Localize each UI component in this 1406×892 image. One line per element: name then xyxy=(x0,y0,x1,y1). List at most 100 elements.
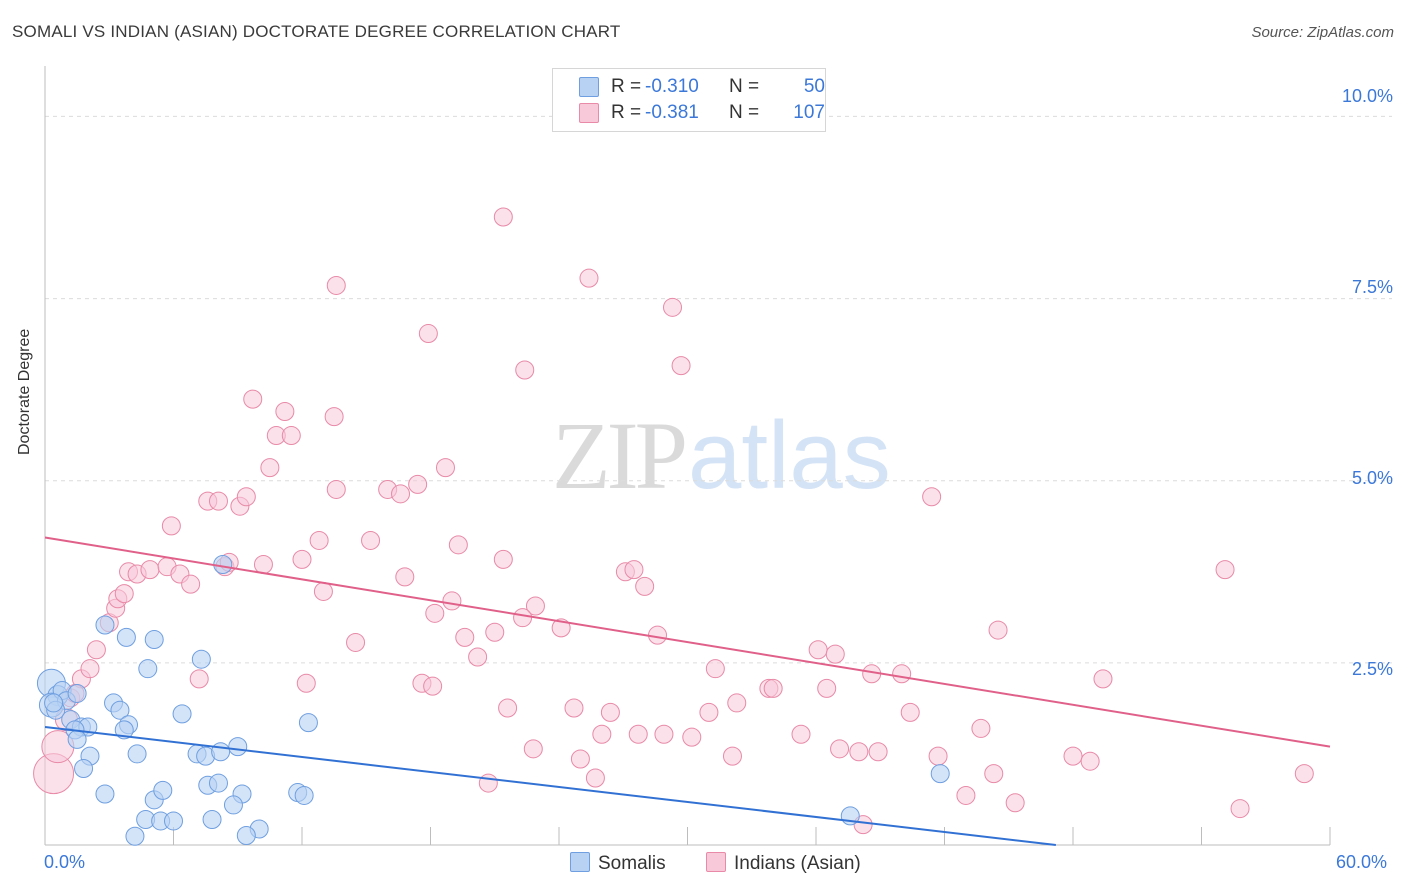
indian-point xyxy=(281,426,301,446)
indian-point xyxy=(971,718,991,738)
somali-point xyxy=(95,615,115,635)
indian-point xyxy=(1063,746,1083,766)
somali-point xyxy=(172,704,192,724)
indian-point xyxy=(592,724,612,744)
indian-point xyxy=(442,591,462,611)
indian-point xyxy=(515,360,535,380)
indian-point xyxy=(391,484,411,504)
somali-point xyxy=(110,700,130,720)
indian-trend-line xyxy=(44,536,1331,748)
legend-item-indians[interactable]: Indians (Asian) xyxy=(706,852,861,876)
indian-point xyxy=(808,640,828,660)
indian-point xyxy=(635,576,655,596)
x-tick-label-max: 60.0% xyxy=(1336,852,1388,872)
indian-swatch xyxy=(706,852,726,872)
y-tick-label: 5.0% xyxy=(1351,468,1393,488)
indian-point xyxy=(984,764,1004,784)
legend-label: Somalis xyxy=(598,853,666,874)
indian-points xyxy=(33,207,1314,835)
indian-point xyxy=(498,698,518,718)
r-label: R = xyxy=(611,102,642,123)
indian-point xyxy=(849,742,869,762)
indian-point xyxy=(425,603,445,623)
somali-point xyxy=(153,780,173,800)
axes xyxy=(44,66,1331,846)
r-label: R = xyxy=(611,76,642,97)
somali-point xyxy=(95,784,115,804)
indian-point xyxy=(1215,560,1235,580)
n-label: N = xyxy=(729,76,760,97)
trend-lines xyxy=(44,536,1331,846)
somali-point xyxy=(114,720,134,740)
legend-label: Indians (Asian) xyxy=(734,853,861,874)
indian-point xyxy=(418,324,438,344)
indian-point xyxy=(600,702,620,722)
indian-point xyxy=(448,535,468,555)
somali-point xyxy=(144,630,164,650)
indian-point xyxy=(663,297,683,317)
indian-point xyxy=(423,676,443,696)
indian-point xyxy=(579,268,599,288)
indian-point xyxy=(791,724,811,744)
indian-point xyxy=(654,724,674,744)
indian-point xyxy=(817,678,837,698)
indian-point xyxy=(1230,799,1250,819)
indian-point xyxy=(922,487,942,507)
indian-point xyxy=(523,739,543,759)
indian-point xyxy=(80,659,100,679)
legend-item-somalis[interactable]: Somalis xyxy=(570,852,666,876)
source-credit: Source: ZipAtlas.com xyxy=(1251,24,1394,41)
somali-point xyxy=(67,729,87,749)
indian-swatch xyxy=(579,103,599,123)
indian-point xyxy=(705,659,725,679)
indian-point xyxy=(525,596,545,616)
indian-point xyxy=(493,549,513,569)
r-value: -0.310 xyxy=(645,76,699,97)
indian-point xyxy=(236,487,256,507)
indian-point xyxy=(313,581,333,601)
somali-point xyxy=(236,826,256,846)
indian-point xyxy=(114,584,134,604)
somali-point xyxy=(223,795,243,815)
somali-point xyxy=(191,649,211,669)
indian-point xyxy=(253,555,273,574)
indian-point xyxy=(468,647,488,667)
indian-point xyxy=(326,275,346,295)
somali-swatch xyxy=(579,77,599,97)
somali-point xyxy=(138,659,158,679)
indian-point xyxy=(395,567,415,587)
indian-point xyxy=(624,560,644,580)
indian-point xyxy=(699,702,719,722)
chart-title: SOMALI VS INDIAN (ASIAN) DOCTORATE DEGRE… xyxy=(12,22,621,41)
indian-point xyxy=(309,530,329,550)
indian-point xyxy=(628,724,648,744)
somali-point xyxy=(116,627,136,647)
indian-point xyxy=(1005,793,1025,813)
indian-point xyxy=(928,746,948,766)
grid-lines xyxy=(45,115,1392,664)
n-value: 107 xyxy=(793,102,825,123)
y-tick-label: 7.5% xyxy=(1351,277,1393,297)
indian-point xyxy=(551,618,571,638)
somali-point xyxy=(298,713,318,733)
r-value: -0.381 xyxy=(645,102,699,123)
indian-point xyxy=(570,749,590,769)
somali-point xyxy=(127,744,147,764)
indian-point xyxy=(564,698,584,718)
y-tick-label: 2.5% xyxy=(1351,659,1393,679)
somali-point xyxy=(44,693,64,713)
somali-points xyxy=(36,555,950,846)
indian-point xyxy=(189,669,209,689)
stats-legend: R = -0.310 N = 50 R = -0.381 N = 107 xyxy=(552,68,826,132)
x-tick-label-min: 0.0% xyxy=(44,852,86,872)
indian-point xyxy=(825,644,845,664)
indian-point xyxy=(682,727,702,747)
n-label: N = xyxy=(729,102,760,123)
n-value: 50 xyxy=(803,76,825,97)
somali-point xyxy=(67,683,87,703)
indian-point xyxy=(361,530,381,550)
indian-point xyxy=(763,678,783,698)
indian-point xyxy=(408,474,428,494)
indian-point xyxy=(296,673,316,693)
